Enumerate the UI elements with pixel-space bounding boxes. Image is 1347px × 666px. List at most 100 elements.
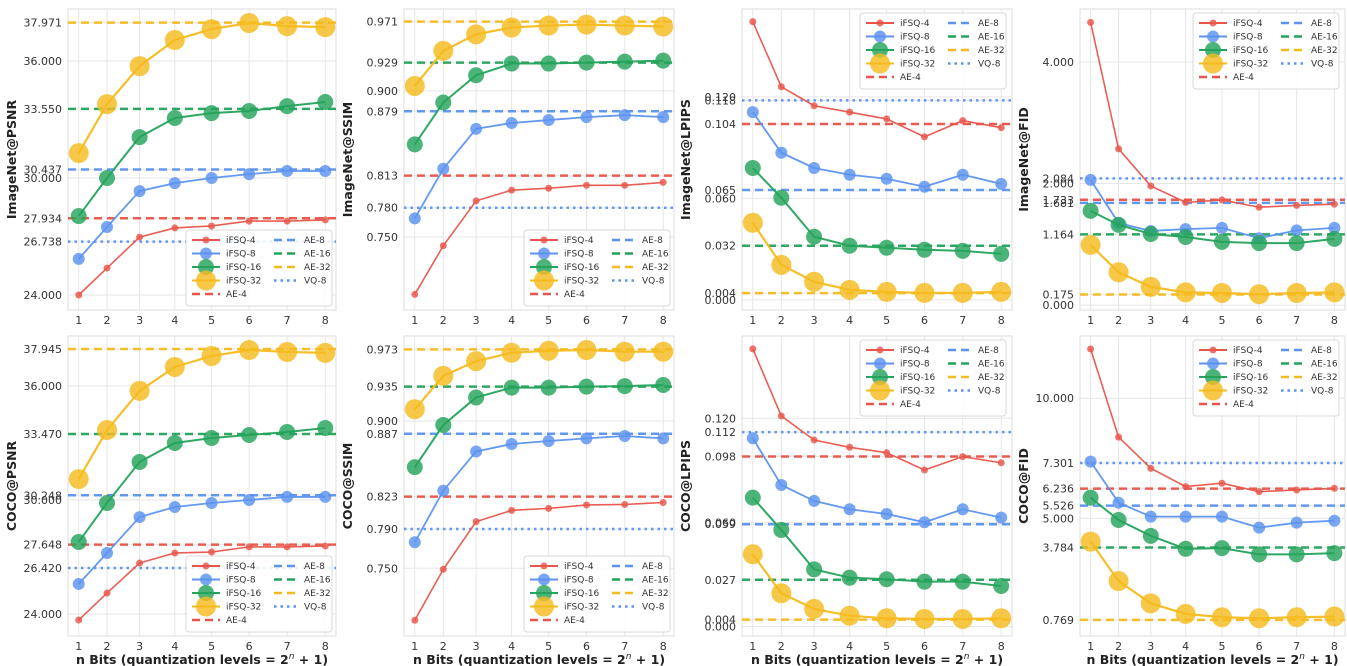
legend-swatch-marker-ifsq-32 — [1203, 53, 1223, 74]
legend-swatch-marker-ifsq-16 — [1205, 369, 1221, 385]
legend-swatch-marker-ifsq-16 — [872, 42, 888, 58]
legend-box — [523, 229, 671, 307]
data-point-ifsq-16 — [131, 129, 148, 146]
y-tick-label: 5.000 — [1043, 512, 1075, 525]
legend-label: AE-8 — [1311, 346, 1332, 356]
data-point-ifsq-16 — [1177, 229, 1194, 246]
data-point-ifsq-4 — [439, 242, 447, 250]
data-point-ifsq-8 — [808, 161, 821, 174]
data-point-ifsq-16 — [203, 105, 220, 122]
x-tick-label: 7 — [1293, 314, 1300, 327]
data-point-ifsq-8 — [133, 185, 146, 198]
data-point-ifsq-4 — [439, 565, 447, 573]
data-point-ifsq-4 — [411, 616, 419, 624]
legend: iFSQ-4 iFSQ-8 iFSQ-16 iFSQ-32 AE-4 AE-8 AE-16 A… — [185, 229, 333, 307]
x-tick-label: 7 — [284, 640, 291, 653]
series-line-ifsq-8 — [78, 496, 326, 585]
data-point-ifsq-8 — [880, 172, 893, 185]
y-tick-label: 0.750 — [367, 231, 399, 244]
data-point-ifsq-16 — [916, 241, 933, 258]
data-point-ifsq-4 — [208, 222, 216, 230]
data-point-ifsq-8 — [72, 252, 85, 265]
data-point-ifsq-4 — [321, 542, 329, 550]
data-point-ifsq-32 — [1175, 282, 1196, 303]
legend-label: iFSQ-4 — [900, 19, 930, 29]
data-point-ifsq-32 — [277, 341, 298, 362]
legend-label: AE-32 — [304, 589, 331, 599]
y-tick-label: 0.120 — [705, 412, 737, 425]
x-tick-label: 4 — [508, 640, 515, 653]
legend-swatch-marker-ifsq-8 — [200, 573, 212, 586]
data-point-ifsq-32 — [1175, 603, 1196, 624]
data-point-ifsq-32 — [991, 608, 1012, 629]
data-point-ifsq-8 — [243, 493, 256, 506]
series-line-ifsq-4 — [414, 181, 664, 295]
x-tick-label: 4 — [846, 640, 853, 653]
data-point-ifsq-4 — [171, 224, 179, 232]
legend-swatch-marker-ifsq-8 — [874, 357, 886, 370]
data-point-ifsq-8 — [470, 445, 483, 458]
legend-swatch-marker-ifsq-8 — [1207, 357, 1219, 370]
data-point-ifsq-8 — [542, 435, 555, 448]
data-point-ifsq-16 — [435, 94, 452, 111]
legend-label: iFSQ-16 — [1233, 46, 1269, 56]
data-point-ifsq-16 — [655, 52, 672, 69]
legend-label: AE-32 — [642, 589, 669, 599]
data-point-ifsq-16 — [166, 109, 183, 126]
legend-swatch-marker-ifsq-32 — [870, 380, 890, 401]
data-point-ifsq-8 — [880, 507, 893, 520]
x-tick-label: 3 — [136, 314, 143, 327]
legend-label: iFSQ-8 — [900, 33, 930, 43]
data-point-ifsq-8 — [72, 577, 85, 590]
data-point-ifsq-32 — [804, 271, 825, 292]
x-tick-label: 7 — [959, 314, 966, 327]
legend-swatch-marker-ifsq-8 — [1207, 30, 1219, 43]
data-point-ifsq-4 — [136, 233, 144, 241]
data-point-ifsq-8 — [843, 503, 856, 516]
data-point-ifsq-16 — [1110, 511, 1127, 528]
y-axis-label: COCO@LPIPS — [678, 440, 693, 532]
chart-imagenet-ssim: 1 2 3 4 5 6 7 8 0.750 0.780 0.813 0.879 0.900 0.929 0.… — [340, 8, 675, 327]
data-point-ifsq-16 — [99, 495, 116, 512]
data-point-ifsq-16 — [1213, 233, 1230, 250]
legend-label: VQ-8 — [304, 603, 327, 613]
data-point-ifsq-32 — [404, 399, 425, 420]
legend-swatch-marker-ifsq-4 — [876, 346, 884, 354]
data-point-ifsq-4 — [1255, 203, 1263, 211]
data-point-ifsq-4 — [1218, 479, 1226, 487]
data-point-ifsq-16 — [806, 561, 823, 578]
y-tick-label: 0.060 — [705, 192, 737, 205]
legend-swatch-marker-ifsq-16 — [198, 585, 214, 601]
data-point-ifsq-16 — [279, 423, 296, 440]
x-tick-label: 2 — [104, 640, 111, 653]
y-tick-label: 0.000 — [705, 294, 737, 307]
x-tick-label: 4 — [1182, 314, 1189, 327]
legend-label: AE-8 — [304, 562, 325, 572]
data-point-ifsq-4 — [1218, 196, 1226, 204]
legend-label: VQ-8 — [642, 603, 665, 613]
data-point-ifsq-4 — [777, 83, 785, 91]
data-point-ifsq-32 — [876, 281, 897, 302]
y-axis-label: ImageNet@PSNR — [4, 100, 19, 220]
data-point-ifsq-8 — [918, 516, 931, 529]
y-tick-label: 0.971 — [367, 16, 399, 29]
y-tick-label: 36.000 — [24, 55, 63, 68]
data-point-ifsq-32 — [277, 16, 298, 37]
legend-swatch-marker-ifsq-32 — [534, 270, 554, 291]
data-point-ifsq-32 — [614, 15, 635, 36]
data-point-ifsq-8 — [243, 168, 256, 181]
y-tick-label: 1.733 — [1043, 194, 1075, 207]
data-point-ifsq-8 — [319, 165, 332, 178]
data-point-ifsq-16 — [616, 53, 633, 70]
legend-label: iFSQ-16 — [900, 46, 936, 56]
data-point-ifsq-32 — [804, 598, 825, 619]
x-tick-label: 8 — [322, 314, 329, 327]
data-point-ifsq-16 — [878, 571, 895, 588]
data-point-ifsq-32 — [466, 24, 487, 45]
data-point-ifsq-16 — [241, 426, 258, 443]
data-point-ifsq-32 — [614, 341, 635, 362]
data-point-ifsq-8 — [437, 484, 450, 497]
y-tick-label: 4.000 — [1043, 56, 1075, 69]
data-point-ifsq-16 — [773, 189, 790, 206]
data-point-ifsq-4 — [1087, 18, 1095, 26]
